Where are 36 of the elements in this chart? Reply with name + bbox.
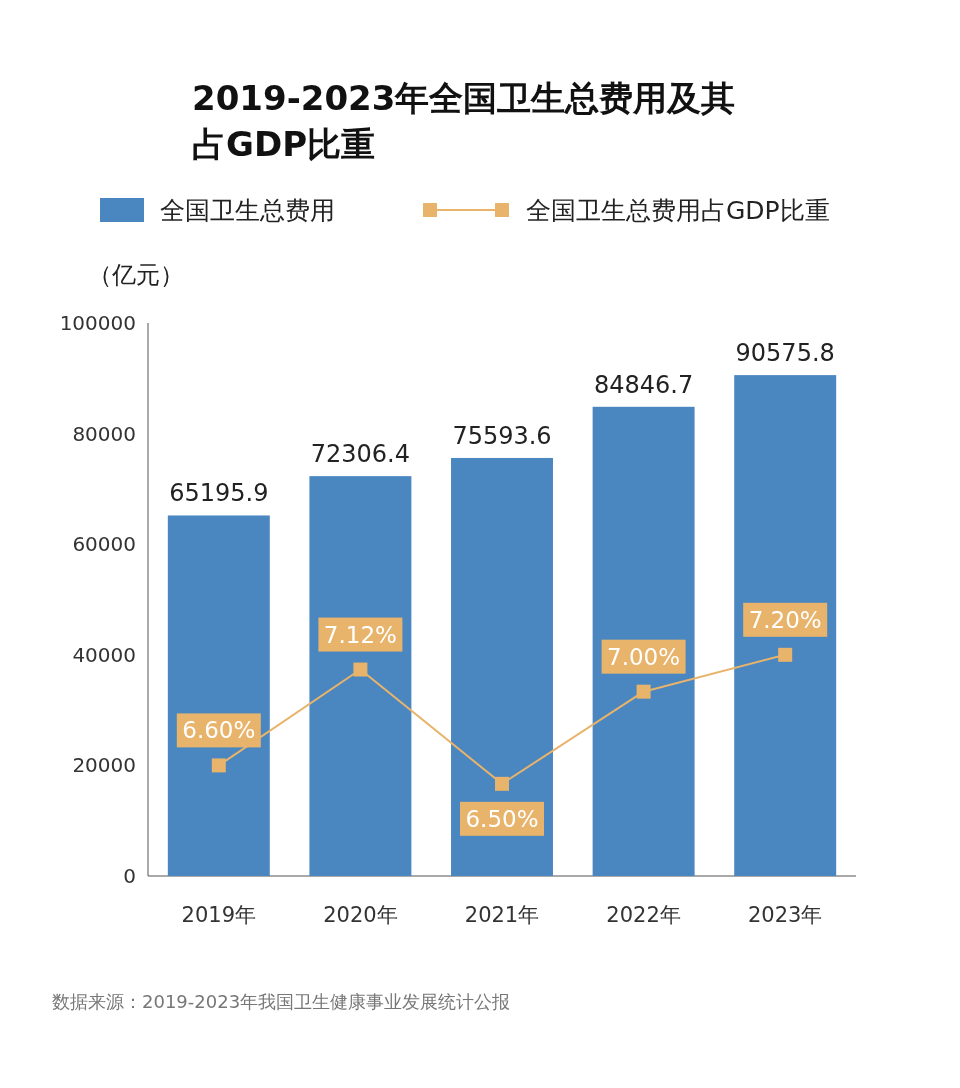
x-tick-label: 2021年 (464, 903, 540, 927)
point (778, 647, 793, 662)
legend-label: 全国卫生总费用占GDP比重 (526, 196, 830, 225)
y-axis-title: （亿元） (88, 261, 184, 289)
y-tick-label: 20000 (72, 753, 136, 778)
x-tick-label: 2019年 (181, 903, 257, 927)
point (211, 758, 226, 773)
data-label: 72306.4 (310, 440, 411, 469)
data-label: 65195.9 (169, 479, 269, 508)
data-label: 90575.8 (735, 339, 835, 368)
bar (167, 515, 270, 876)
legend-label: 全国卫生总费用 (160, 196, 335, 225)
bar (451, 457, 553, 876)
y-tick-label: 40000 (72, 642, 136, 667)
data-label: 6.50% (465, 805, 539, 832)
data-label: 7.00% (607, 643, 681, 670)
data-label: 84846.7 (593, 370, 694, 399)
y-tick-label: 0 (123, 864, 136, 888)
x-tick-label: 2020年 (323, 903, 398, 927)
data-label: 7.12% (323, 621, 397, 648)
chart-title: 2019-2023年全国卫生总费用及其占GDP比重 (192, 78, 736, 164)
source-note: 数据来源：2019-2023年我国卫生健康事业发展统计公报 (52, 991, 511, 1012)
data-label: 7.20% (748, 606, 822, 633)
point (353, 662, 368, 677)
x-tick-label: 2022年 (606, 903, 681, 927)
y-tick-label: 60000 (72, 532, 136, 557)
bar (734, 375, 837, 876)
y-tick-label: 100000 (59, 311, 136, 335)
point (495, 776, 509, 791)
bar (592, 406, 695, 876)
x-tick-label: 2023年 (747, 903, 823, 927)
data-label: 75593.6 (452, 421, 552, 450)
bar (309, 476, 412, 876)
point (636, 684, 651, 699)
y-tick-label: 80000 (72, 421, 136, 446)
data-label: 6.60% (182, 717, 256, 744)
